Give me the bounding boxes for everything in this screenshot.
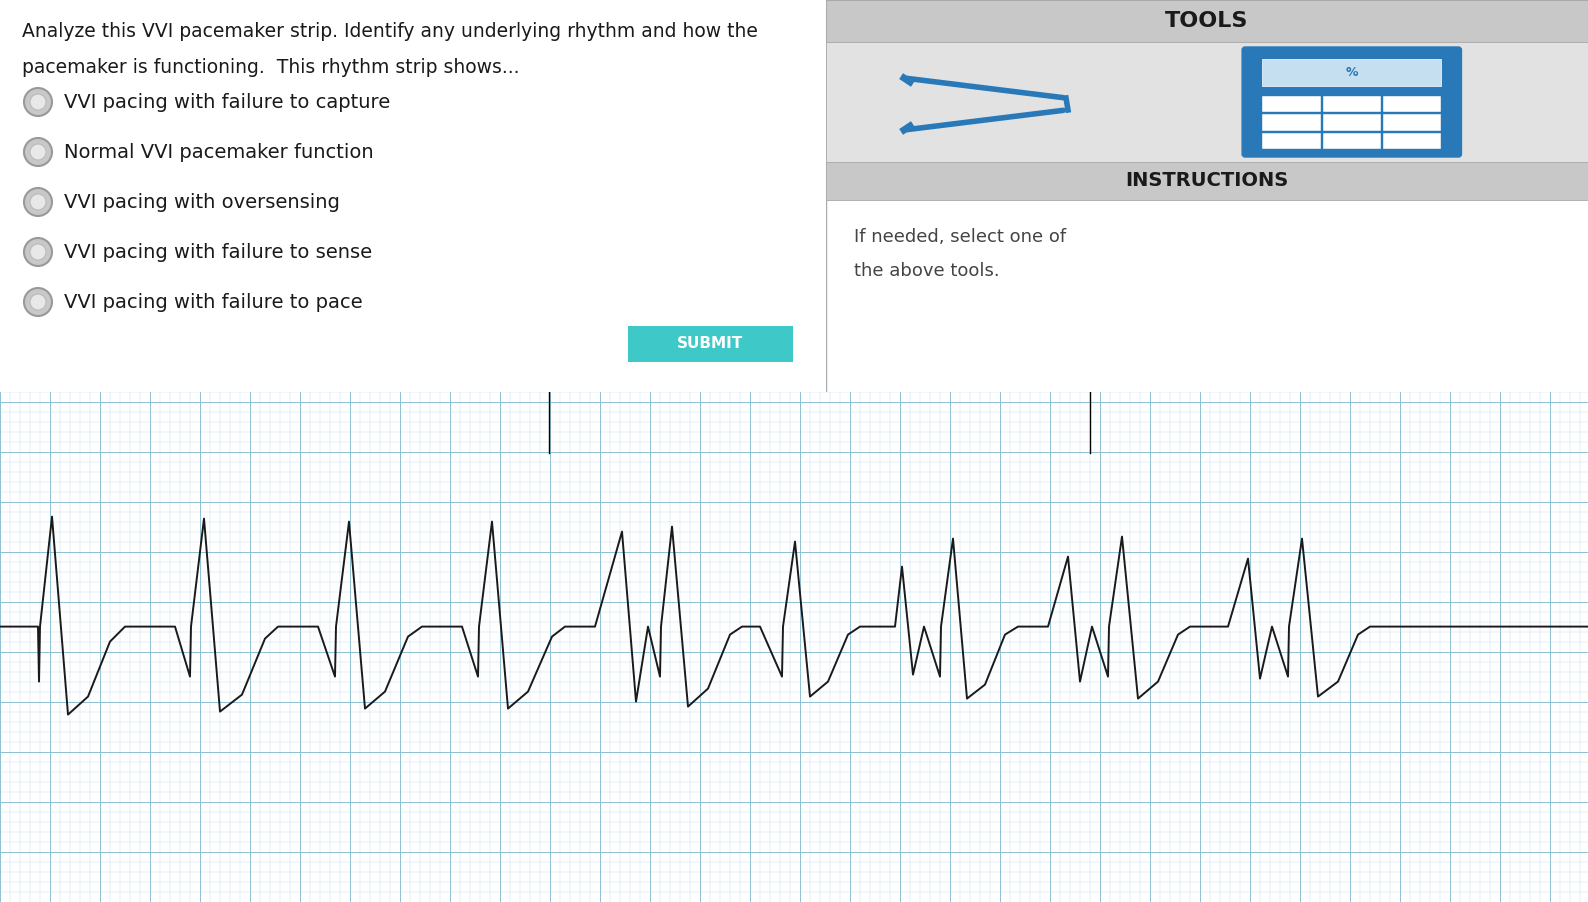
Circle shape bbox=[30, 94, 46, 110]
Circle shape bbox=[24, 138, 52, 166]
Text: pacemaker is functioning.  This rhythm strip shows...: pacemaker is functioning. This rhythm st… bbox=[22, 58, 519, 77]
FancyBboxPatch shape bbox=[1242, 47, 1461, 157]
FancyBboxPatch shape bbox=[826, 0, 1588, 42]
Text: VVI pacing with failure to sense: VVI pacing with failure to sense bbox=[64, 243, 372, 262]
Circle shape bbox=[24, 288, 52, 316]
Text: VVI pacing with oversensing: VVI pacing with oversensing bbox=[64, 192, 340, 211]
FancyBboxPatch shape bbox=[826, 42, 1588, 162]
Circle shape bbox=[30, 194, 46, 210]
Text: TOOLS: TOOLS bbox=[1166, 11, 1248, 31]
FancyBboxPatch shape bbox=[627, 326, 792, 362]
Text: If needed, select one of: If needed, select one of bbox=[854, 228, 1066, 246]
Circle shape bbox=[24, 188, 52, 216]
Text: INSTRUCTIONS: INSTRUCTIONS bbox=[1126, 171, 1288, 190]
Text: VVI pacing with failure to capture: VVI pacing with failure to capture bbox=[64, 93, 391, 112]
Circle shape bbox=[30, 294, 46, 310]
FancyBboxPatch shape bbox=[1323, 96, 1382, 112]
Text: SUBMIT: SUBMIT bbox=[676, 336, 743, 352]
Circle shape bbox=[24, 88, 52, 116]
Text: Analyze this VVI pacemaker strip. Identify any underlying rhythm and how the: Analyze this VVI pacemaker strip. Identi… bbox=[22, 22, 757, 41]
FancyBboxPatch shape bbox=[1262, 60, 1442, 87]
Circle shape bbox=[30, 244, 46, 260]
FancyBboxPatch shape bbox=[1262, 115, 1321, 131]
Text: %: % bbox=[1345, 67, 1358, 79]
FancyBboxPatch shape bbox=[1383, 96, 1442, 112]
Text: the above tools.: the above tools. bbox=[854, 262, 999, 280]
FancyBboxPatch shape bbox=[1383, 133, 1442, 149]
Circle shape bbox=[24, 238, 52, 266]
Circle shape bbox=[30, 144, 46, 160]
FancyBboxPatch shape bbox=[1323, 115, 1382, 131]
Text: VVI pacing with failure to pace: VVI pacing with failure to pace bbox=[64, 292, 362, 311]
FancyBboxPatch shape bbox=[826, 162, 1588, 200]
FancyBboxPatch shape bbox=[1262, 133, 1321, 149]
FancyBboxPatch shape bbox=[1383, 115, 1442, 131]
FancyBboxPatch shape bbox=[1323, 133, 1382, 149]
FancyBboxPatch shape bbox=[1262, 96, 1321, 112]
Text: Normal VVI pacemaker function: Normal VVI pacemaker function bbox=[64, 143, 373, 161]
